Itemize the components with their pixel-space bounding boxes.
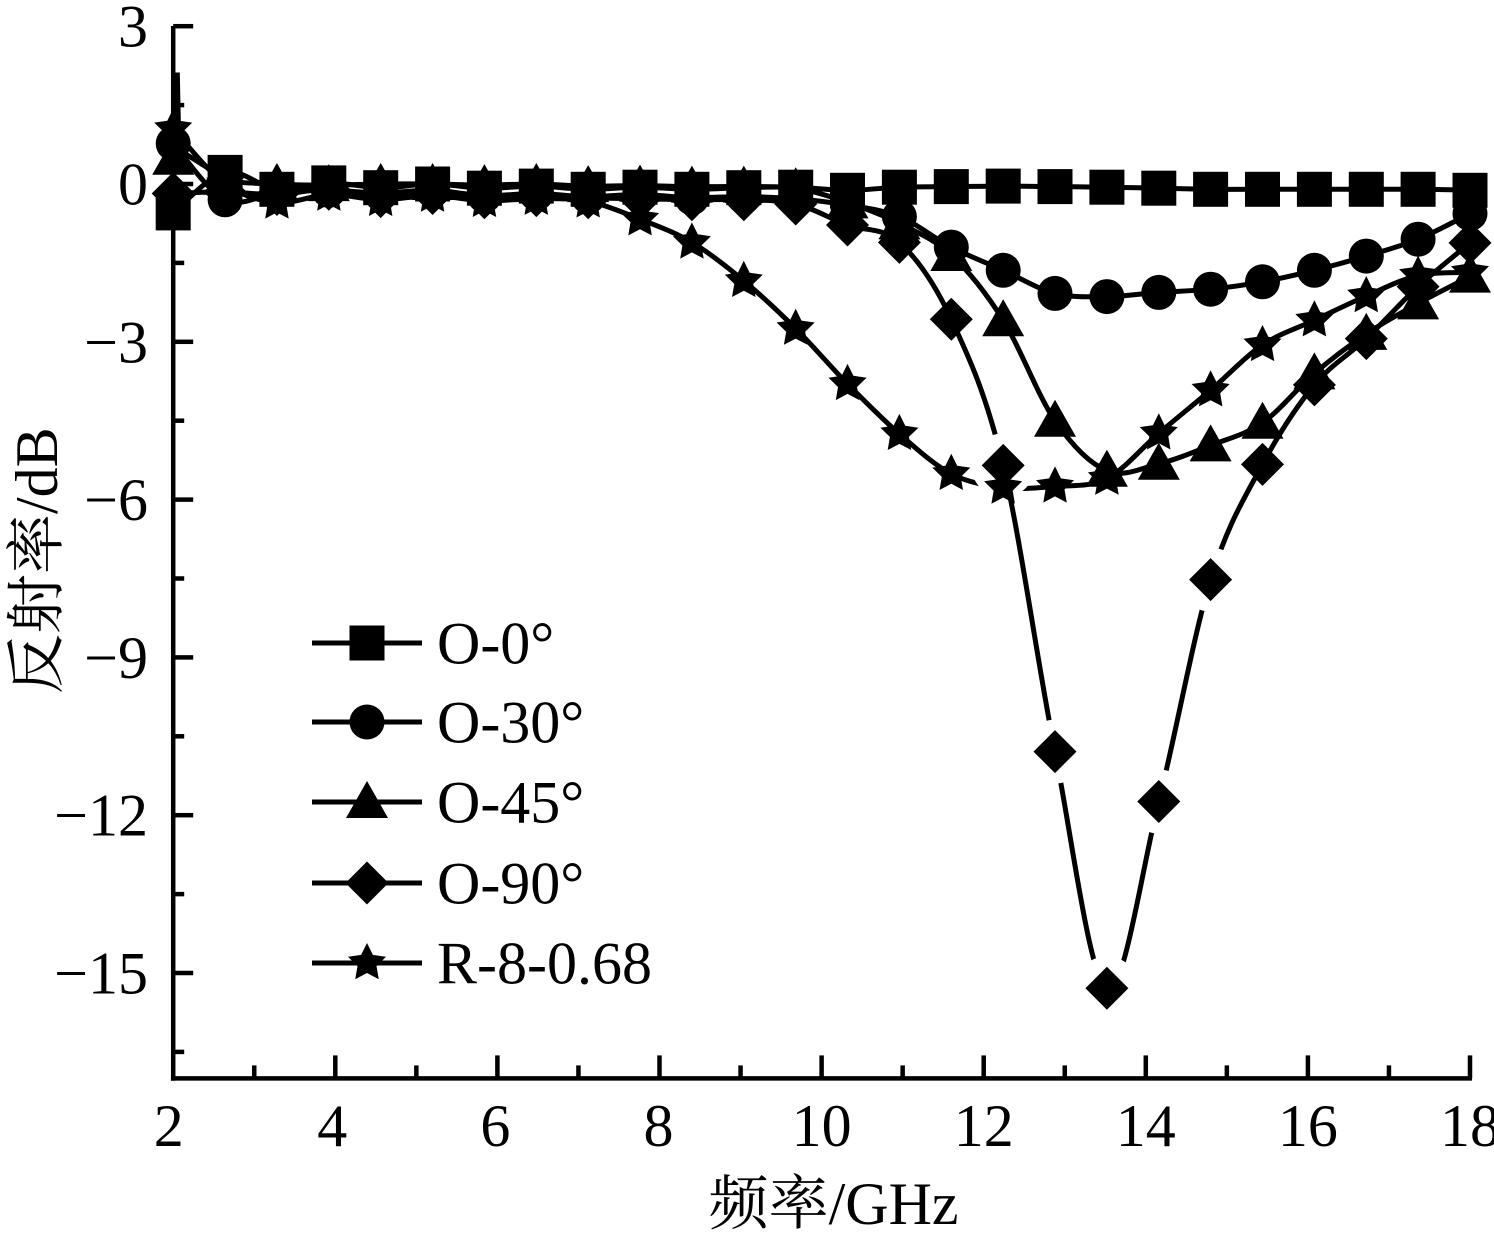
svg-text:−12: −12 — [54, 783, 148, 849]
svg-text:12: 12 — [954, 1093, 1014, 1159]
svg-text:14: 14 — [1116, 1093, 1176, 1159]
svg-text:2: 2 — [154, 1093, 184, 1159]
svg-text:O-45°: O-45° — [437, 770, 584, 836]
svg-text:18: 18 — [1440, 1093, 1494, 1159]
svg-text:6: 6 — [480, 1093, 510, 1159]
svg-text:0: 0 — [118, 152, 148, 218]
svg-text:8: 8 — [644, 1093, 674, 1159]
svg-text:−15: −15 — [54, 941, 148, 1007]
svg-text:16: 16 — [1278, 1093, 1338, 1159]
svg-text:O-90°: O-90° — [437, 851, 584, 917]
svg-text:−3: −3 — [84, 309, 148, 375]
svg-text:−6: −6 — [84, 467, 148, 533]
svg-text:R-8-0.68: R-8-0.68 — [437, 931, 652, 997]
svg-text:O-0°: O-0° — [437, 611, 554, 677]
svg-text:−9: −9 — [84, 625, 148, 691]
svg-text:O-30°: O-30° — [437, 690, 584, 756]
svg-text:3: 3 — [118, 0, 148, 60]
svg-text:4: 4 — [317, 1093, 347, 1159]
svg-text:/GHz: /GHz — [829, 1171, 959, 1237]
svg-text:10: 10 — [792, 1093, 852, 1159]
svg-text:/dB: /dB — [4, 427, 70, 514]
